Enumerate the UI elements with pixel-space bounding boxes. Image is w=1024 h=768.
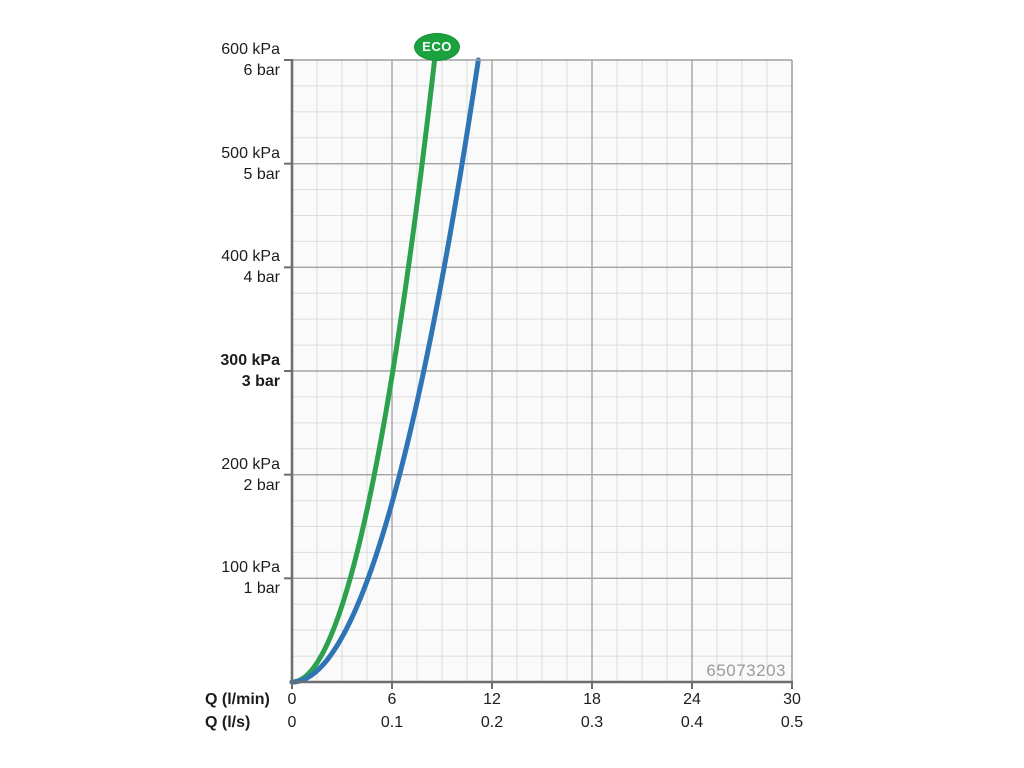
x-tick-ls: 0	[287, 714, 297, 731]
y-axis-label-kpa: 100 kPa	[221, 559, 280, 577]
y-axis-label-pair: 600 kPa 6 bar	[140, 39, 280, 81]
y-axis-label-bar: 2 bar	[243, 476, 280, 494]
y-axis-label-bar: 1 bar	[243, 580, 280, 598]
x-axis-unit-label-ls: Q (l/s)	[205, 714, 251, 731]
x-tick-lmin: 6	[387, 691, 397, 708]
y-axis-label-pair: 100 kPa 1 bar	[140, 557, 280, 599]
x-tick-ls: 0.2	[480, 714, 504, 731]
x-tick-ls: 0.1	[380, 714, 404, 731]
product-number-watermark: 65073203	[706, 661, 786, 680]
x-axis-unit-label-lmin: Q (l/min)	[205, 691, 270, 708]
x-tick-ls: 0.3	[580, 714, 604, 731]
eco-badge: ECO	[414, 33, 460, 61]
x-tick-lmin: 12	[483, 691, 501, 708]
y-axis-label-bar: 6 bar	[243, 62, 280, 79]
eco-curve	[289, 57, 438, 685]
x-tick-ls: 0.4	[680, 714, 704, 731]
y-axis-label-kpa: 600 kPa	[221, 41, 280, 58]
x-tick-lmin: 0	[287, 691, 297, 708]
y-axis-label-bar: 3 bar	[241, 373, 280, 390]
y-axis-label-pair: 400 kPa 4 bar	[140, 246, 280, 288]
x-tick-ls: 0.5	[780, 714, 804, 731]
y-axis-label-bar: 4 bar	[243, 269, 280, 287]
x-tick-lmin: 24	[683, 691, 701, 708]
y-axis-label-pair: 500 kPa 5 bar	[140, 143, 280, 185]
y-axis-label-kpa: 500 kPa	[221, 144, 280, 162]
y-axis-label-kpa: 400 kPa	[221, 248, 280, 266]
y-axis-label-pair: 200 kPa 2 bar	[140, 454, 280, 496]
y-axis-label-pair: 300 kPa 3 bar	[140, 350, 280, 392]
y-axis-label-bar: 5 bar	[243, 165, 280, 183]
x-tick-lmin: 30	[783, 691, 801, 708]
standard-curve	[289, 57, 481, 685]
x-tick-lmin: 18	[583, 691, 601, 708]
y-axis-label-kpa: 300 kPa	[220, 352, 280, 369]
y-axis-label-kpa: 200 kPa	[221, 455, 280, 473]
